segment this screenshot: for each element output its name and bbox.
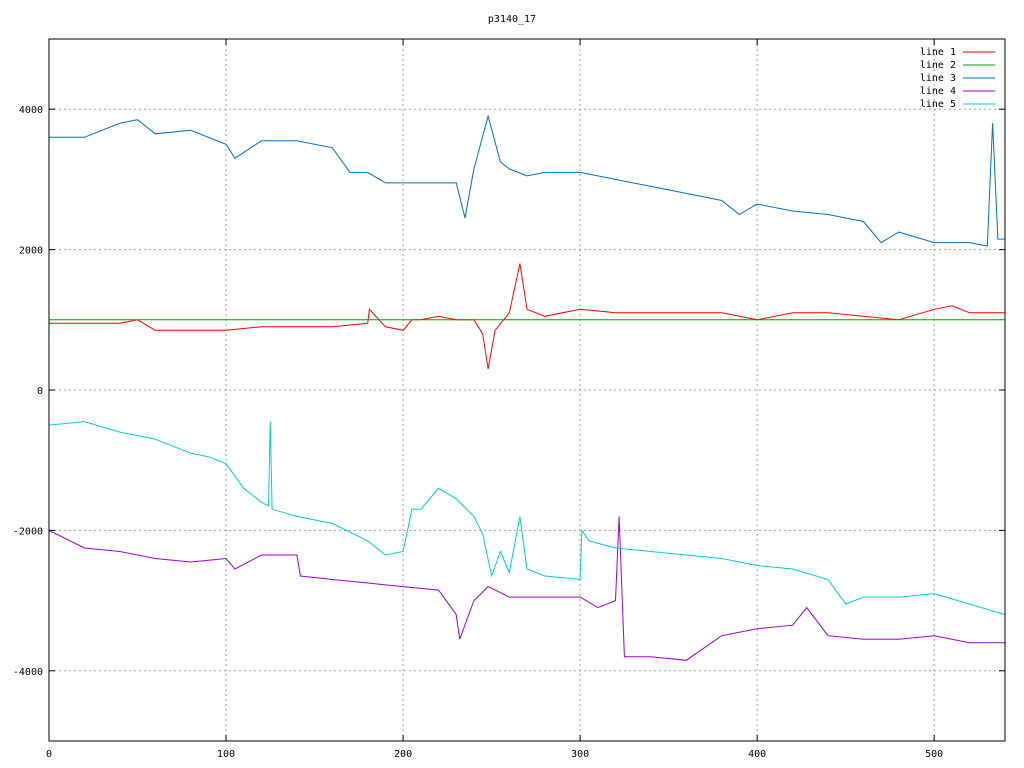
y-tick-label: 4000 <box>19 105 43 116</box>
legend-label: line 1 <box>920 47 956 58</box>
legend-item: line 3 <box>920 73 995 84</box>
y-tick-label: 2000 <box>19 246 43 257</box>
grid <box>49 39 1005 741</box>
y-tick-label: 0 <box>37 386 43 397</box>
y-tick-label: -2000 <box>13 526 43 537</box>
plot-frame <box>48 38 1006 742</box>
legend: line 1 line 2 line 3 line 4 line 5 <box>920 47 995 110</box>
legend-item: line 5 <box>920 99 995 110</box>
x-tick-label: 200 <box>394 749 412 760</box>
series-line-3-line <box>49 114 1005 247</box>
legend-label: line 4 <box>920 86 956 97</box>
x-tick-label: 100 <box>217 749 235 760</box>
series-group <box>48 114 1006 661</box>
legend-label: line 5 <box>920 99 956 110</box>
axes: -4000 -2000 0 2000 4000 0 100 200 300 400 500 <box>13 39 1005 760</box>
x-tick-label: 0 <box>46 749 52 760</box>
legend-item: line 2 <box>920 60 995 71</box>
legend-label: line 2 <box>920 60 956 71</box>
chart-title: p3140_17 <box>488 14 536 25</box>
series-line-4-line <box>48 516 1005 661</box>
series-line-5-line <box>48 421 1006 616</box>
x-tick-label: 400 <box>748 749 766 760</box>
legend-item: line 4 <box>920 86 995 97</box>
y-tick-label: -4000 <box>13 667 43 678</box>
x-tick-label: 300 <box>571 749 589 760</box>
x-tick-label: 500 <box>925 749 943 760</box>
series-line-1-line <box>49 263 1005 369</box>
legend-item: line 1 <box>920 47 995 58</box>
legend-label: line 3 <box>920 73 956 84</box>
